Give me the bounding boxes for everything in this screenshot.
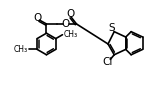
Text: O: O (33, 13, 41, 23)
Text: O: O (62, 19, 70, 29)
Text: Cl: Cl (103, 57, 113, 67)
Text: O: O (66, 9, 74, 19)
Text: CH₃: CH₃ (14, 45, 28, 54)
Text: CH₃: CH₃ (64, 30, 78, 39)
Text: S: S (109, 23, 115, 33)
